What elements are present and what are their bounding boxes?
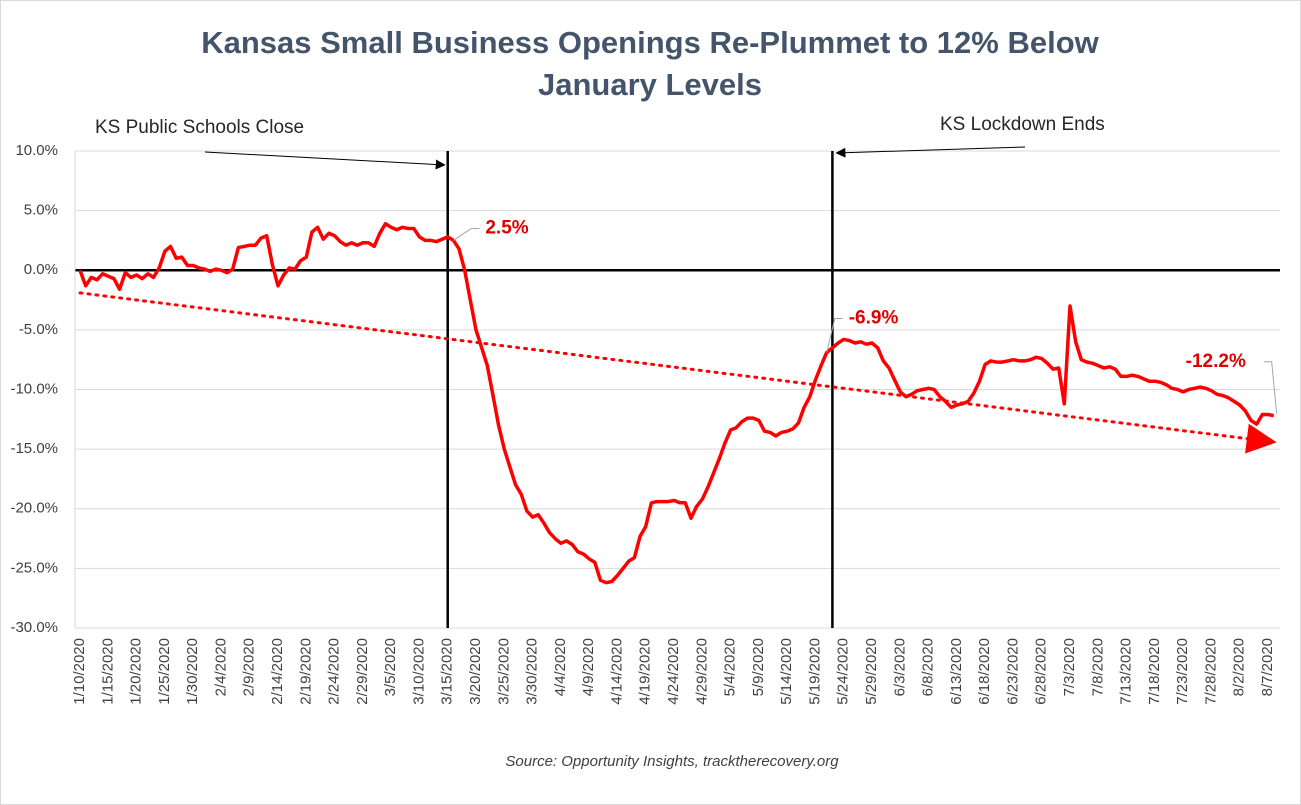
annotation-arrow [204,151,446,170]
x-tick-label: 1/30/2020 [184,638,201,705]
x-tick-label: 1/15/2020 [99,638,116,705]
x-tick-label: 1/10/2020 [71,638,88,705]
x-tick-label: 6/13/2020 [948,638,965,705]
x-tick-label: 5/9/2020 [750,638,767,696]
x-tick-label: 6/28/2020 [1033,638,1050,705]
x-tick-label: 6/23/2020 [1004,638,1021,705]
chart-title: Kansas Small Business Openings Re-Plumme… [201,25,1099,60]
x-tick-label: 2/4/2020 [212,638,229,696]
x-tick-label: 6/3/2020 [891,638,908,696]
chart-title: January Levels [538,67,762,102]
y-tick-label: 0.0% [24,261,58,278]
series-line [78,221,1275,585]
x-tick-label: 4/14/2020 [608,638,625,705]
x-tick-label: 5/14/2020 [778,638,795,705]
x-tick-label: 3/30/2020 [524,638,541,705]
y-tick-label: -10.0% [10,380,58,397]
y-tick-label: -20.0% [10,500,58,517]
x-tick-label: 5/24/2020 [835,638,852,705]
x-tick-label: 3/5/2020 [382,638,399,696]
x-tick-label: 1/20/2020 [128,638,145,705]
leader-line [453,227,480,241]
x-tick-label: 7/8/2020 [1089,638,1106,696]
x-tick-label: 3/20/2020 [467,638,484,705]
annotation: KS Lockdown Ends [940,114,1105,135]
x-tick-label: 2/29/2020 [354,638,371,705]
y-tick-label: 10.0% [15,142,58,159]
x-tick-label: 4/29/2020 [693,638,710,705]
x-tick-label: 8/7/2020 [1259,638,1276,696]
x-tick-label: 4/4/2020 [552,638,569,696]
x-tick-label: 7/28/2020 [1202,638,1219,705]
x-tick-label: 5/19/2020 [806,638,823,705]
x-tick-label: 6/8/2020 [920,638,937,696]
x-tick-label: 4/9/2020 [580,638,597,696]
x-tick-label: 3/25/2020 [495,638,512,705]
x-tick-label: 5/4/2020 [722,638,739,696]
data-label: 2.5% [485,217,528,238]
data-label: -6.9% [849,308,899,329]
x-tick-label: 4/19/2020 [637,638,654,705]
leader-line [1263,361,1278,414]
data-label: -12.2% [1186,351,1246,372]
y-tick-label: 5.0% [24,202,58,219]
x-tick-label: 2/14/2020 [269,638,286,705]
x-tick-label: 6/18/2020 [976,638,993,705]
x-tick-label: 3/15/2020 [439,638,456,705]
x-tick-label: 8/2/2020 [1231,638,1248,696]
annotation-arrow [835,146,1026,158]
x-tick-label: 5/29/2020 [863,638,880,705]
x-tick-label: 4/24/2020 [665,638,682,705]
trend-line [78,291,1277,454]
x-tick-label: 2/24/2020 [326,638,343,705]
y-tick-label: -15.0% [10,440,58,457]
x-tick-label: 1/25/2020 [156,638,173,705]
y-tick-label: -30.0% [10,619,58,636]
y-tick-label: -25.0% [10,559,58,576]
y-tick-label: -5.0% [19,321,58,338]
x-tick-label: 2/19/2020 [297,638,314,705]
source: Source: Opportunity Insights, trackthere… [505,753,839,770]
leader-line [826,318,843,353]
annotation: KS Public Schools Close [95,117,304,138]
x-tick-label: 7/3/2020 [1061,638,1078,696]
x-tick-label: 7/13/2020 [1118,638,1135,705]
x-tick-label: 2/9/2020 [241,638,258,696]
x-tick-label: 3/10/2020 [410,638,427,705]
x-tick-label: 7/23/2020 [1174,638,1191,705]
x-tick-label: 7/18/2020 [1146,638,1163,705]
